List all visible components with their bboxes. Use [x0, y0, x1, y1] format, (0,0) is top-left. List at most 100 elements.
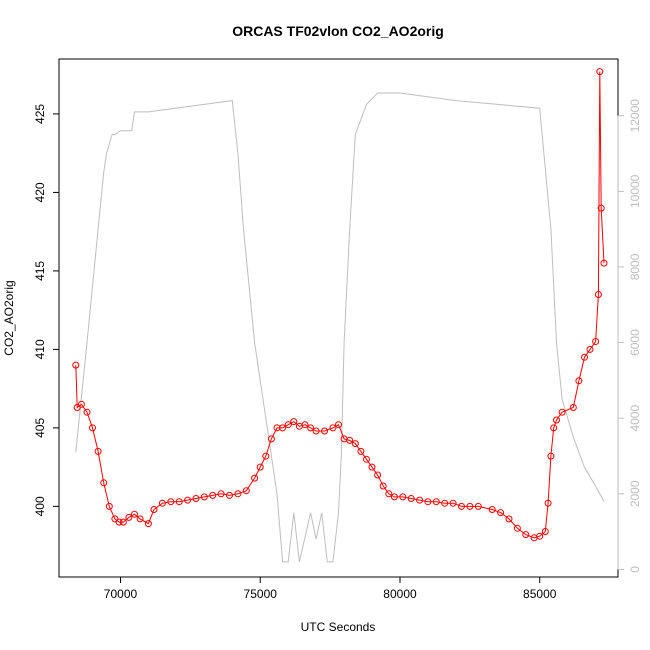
co2-point [144, 520, 152, 528]
co2-point [125, 513, 133, 521]
co2-point [242, 487, 250, 495]
co2-point [321, 427, 328, 435]
co2-point [94, 447, 102, 455]
co2-point [175, 498, 183, 506]
y2-tick-label: 2000 [628, 480, 642, 507]
co2-point [290, 418, 298, 426]
co2-point [390, 493, 398, 501]
x-tick-label: 85000 [523, 587, 557, 601]
co2-point [536, 532, 544, 540]
co2-point [416, 496, 424, 504]
y2-tick-label: 4000 [628, 405, 642, 432]
co2-point [596, 68, 604, 76]
co2-point [284, 421, 292, 429]
y-axis-label: CO2_AO2orig [2, 280, 16, 355]
co2-point [505, 515, 513, 523]
co2-point [158, 499, 166, 507]
co2-point [131, 510, 138, 518]
co2-point [256, 463, 264, 471]
co2-layer [72, 68, 608, 542]
co2-point [594, 291, 602, 298]
co2-point [301, 421, 309, 429]
co2-point [597, 204, 605, 212]
chart-title: ORCAS TF02vlon CO2_AO2orig [232, 23, 444, 39]
co2-point [115, 518, 123, 526]
x-axis-label: UTC Seconds [301, 620, 376, 634]
co2-point [575, 377, 583, 385]
co2-point [200, 493, 208, 501]
co2-point [466, 502, 474, 510]
co2-point [592, 338, 600, 345]
co2-point [251, 474, 259, 482]
co2-point [351, 440, 359, 448]
co2-point [541, 528, 549, 535]
co2-point [449, 499, 457, 507]
co2-point [312, 427, 320, 435]
co2-point [581, 353, 588, 361]
co2-point [72, 361, 80, 369]
y2-tick-label: 10000 [628, 174, 642, 208]
co2-point [569, 404, 577, 411]
co2-point [234, 490, 242, 498]
co2-point [150, 506, 158, 513]
x-tick-label: 80000 [383, 587, 417, 601]
y-tick-label: 400 [33, 496, 47, 516]
y2-tick-label: 6000 [628, 329, 642, 356]
co2-point [267, 435, 275, 443]
co2-point [192, 495, 200, 502]
co2-point [167, 498, 175, 506]
y-tick-label: 405 [33, 418, 47, 438]
co2-point [217, 490, 225, 498]
co2-point [368, 463, 376, 471]
co2-point [379, 482, 387, 490]
co2-point [513, 524, 521, 532]
co2-point [550, 424, 558, 432]
co2-point [600, 259, 608, 267]
co2-point [307, 424, 315, 432]
co2-point [553, 416, 560, 424]
altitude-line [75, 92, 605, 563]
x-tick-label: 75000 [244, 587, 278, 601]
co2-point [488, 506, 496, 513]
co2-point [374, 471, 382, 479]
co2-point [441, 499, 449, 507]
co2-point [544, 499, 552, 507]
co2-point [474, 502, 482, 510]
co2-point [89, 424, 96, 432]
co2-point [424, 498, 432, 506]
altitude-layer [75, 92, 605, 563]
co2-point [100, 479, 108, 487]
y2-tick-label: 8000 [628, 253, 642, 280]
y-tick-label: 415 [33, 261, 47, 281]
co2-point [346, 436, 354, 444]
co2-point [136, 515, 144, 523]
y-tick-label: 420 [33, 182, 47, 202]
co2-point [105, 502, 113, 510]
co2-point [77, 400, 85, 408]
co2-point [335, 421, 342, 429]
co2-point [547, 452, 555, 460]
co2-point [458, 502, 465, 510]
axis-layer: 70000 75000 80000 85000 400 405 410 415 420 425 0 2… [33, 99, 642, 601]
co2-point [83, 408, 91, 416]
co2-point [226, 491, 233, 499]
co2-point [119, 518, 127, 526]
co2-point [209, 491, 217, 499]
co2-point [399, 493, 407, 501]
y-tick-label: 410 [33, 339, 47, 359]
co2-point [329, 424, 337, 432]
co2-point [586, 345, 594, 353]
co2-point [184, 496, 192, 504]
co2-point [262, 452, 270, 460]
x-tick-label: 70000 [104, 587, 138, 601]
co2-point [357, 447, 365, 455]
co2-point [497, 509, 505, 517]
co2-point [363, 455, 370, 463]
co2-point [385, 490, 393, 498]
co2-point [558, 408, 566, 416]
co2-point [522, 531, 530, 539]
co2-point [432, 498, 440, 506]
y2-tick-label: 0 [628, 566, 642, 573]
